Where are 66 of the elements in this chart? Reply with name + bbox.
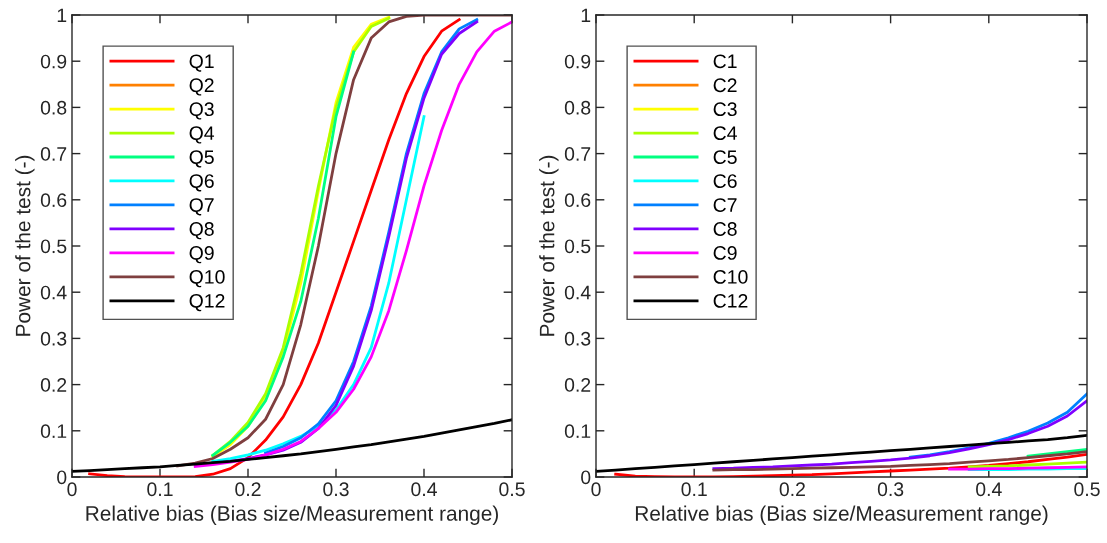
legend-label: Q5 [189,150,214,168]
x-tick-label: 0.4 [976,482,1002,497]
y-tick-label: 0.1 [564,424,591,439]
x-tick-label: 0.3 [877,482,904,497]
y-tick-label: 0.1 [40,424,67,439]
y-axis-title: Power of the test (-) [15,155,35,336]
y-tick-label: 0.6 [40,193,67,208]
x-tick-label: 0 [591,482,601,497]
y-tick-label: 0.3 [564,331,591,346]
y-tick-label: 0.4 [40,285,67,300]
legend-label: C3 [713,102,737,117]
legend-label: Q1 [189,54,214,72]
legend-label: C6 [713,174,737,188]
legend-label: Q10 [189,270,225,288]
x-tick-label: 0 [67,482,77,497]
legend-label: C10 [713,270,748,284]
legend-label: Q3 [189,102,214,120]
y-tick-label: 0.2 [40,378,67,392]
y-tick-label: 0.5 [564,239,591,254]
y-tick-label: 1 [57,8,67,23]
x-axis-title: Relative bias (Bias size/Measurement range) [635,505,1048,525]
y-tick-label: 0.6 [564,193,591,208]
legend-label: C12 [713,293,748,308]
line-series [712,450,1087,472]
legend-label: C5 [713,150,737,165]
line-series [614,452,1087,477]
legend-label: C4 [713,126,737,141]
x-tick-label: 0.4 [411,482,437,497]
legend-label: C8 [713,222,737,236]
y-tick-label: 0.7 [564,147,591,161]
legend-label: C7 [713,198,737,212]
x-tick-label: 0.2 [779,482,805,497]
legend-label: Q8 [189,222,214,240]
y-tick-label: 0.8 [564,100,591,115]
legend-label: C2 [713,78,737,93]
legend-label: Q12 [189,293,225,312]
y-tick-label: 1 [581,8,591,23]
legend-label: C9 [713,246,737,260]
x-tick-label: 0.3 [323,482,349,497]
legend-label: Q2 [189,78,214,96]
y-tick-label: 0.7 [40,147,67,161]
y-tick-label: 0.9 [40,54,67,69]
line-series [88,18,461,477]
y-tick-label: 0 [57,470,67,485]
y-tick-label: 0.8 [40,100,67,115]
x-tick-label: 0.2 [235,482,261,497]
legend-label: Q6 [189,174,214,192]
legend-label: Q9 [189,246,214,264]
legend-label: Q7 [189,198,214,216]
y-tick-label: 0.4 [564,285,591,300]
y-tick-label: 0.9 [564,54,591,69]
y-tick-label: 0.3 [40,331,67,346]
legend-label: C1 [713,54,737,69]
x-tick-label: 0.5 [499,482,525,497]
y-axis-title: Power of the test (-) [539,155,559,336]
line-series [712,399,1087,471]
x-axis-title: Relative bias (Bias size/Measurement range) [86,505,498,525]
x-tick-label: 0.1 [681,482,707,497]
line-series [596,434,1087,473]
y-tick-label: 0.5 [40,239,67,254]
line-series [72,418,512,473]
x-tick-label: 0.5 [1074,482,1100,497]
legend-label: Q4 [189,126,215,144]
y-tick-label: 0.2 [564,378,591,392]
x-tick-label: 0.1 [147,482,173,497]
y-tick-label: 0 [581,470,591,485]
